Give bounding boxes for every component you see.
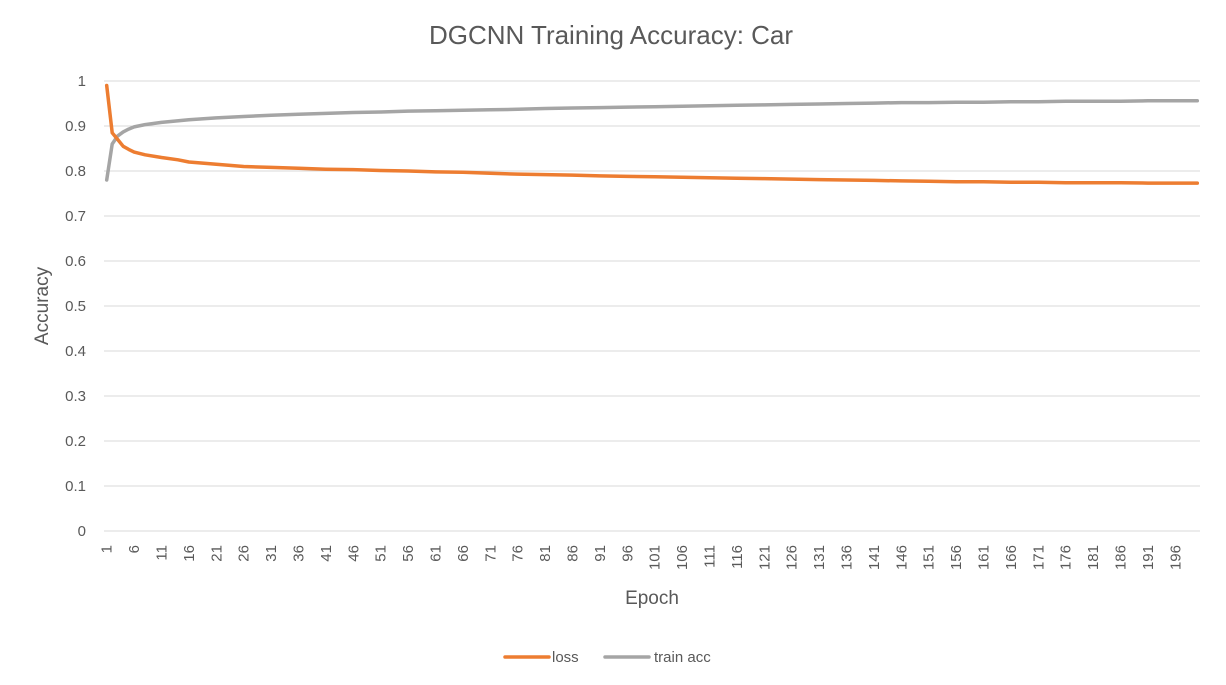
x-tick-label: 136: [839, 545, 856, 570]
y-tick-label: 0: [78, 523, 86, 540]
x-tick-label: 6: [126, 545, 143, 553]
y-tick-label: 0.3: [65, 388, 86, 405]
legend-label-train-acc: train acc: [654, 649, 711, 666]
x-tick-label: 86: [565, 545, 582, 562]
x-tick-label: 46: [345, 545, 362, 562]
x-tick-label: 141: [866, 545, 883, 570]
x-tick-label: 16: [181, 545, 198, 562]
y-tick-label: 0.1: [65, 478, 86, 495]
y-tick-label: 0.8: [65, 163, 86, 180]
x-tick-label: 11: [154, 545, 171, 561]
x-tick-label: 181: [1085, 545, 1102, 570]
x-tick-label: 36: [291, 545, 308, 562]
series-line-loss: [104, 83, 1200, 185]
x-tick-label: 126: [784, 545, 801, 570]
y-axis-ticks: 0 0.1 0.2 0.3 0.4 0.5 0.6 0.7 0.8 0.9 1: [65, 73, 86, 540]
x-tick-label: 81: [537, 545, 554, 562]
x-tick-label: 66: [455, 545, 472, 562]
legend: loss train acc: [503, 649, 711, 666]
legend-label-loss: loss: [552, 649, 579, 666]
x-tick-label: 161: [976, 545, 993, 570]
x-tick-label: 101: [647, 545, 664, 570]
chart-title: DGCNN Training Accuracy: Car: [429, 20, 793, 50]
x-tick-label: 111: [702, 545, 719, 568]
x-tick-label: 61: [428, 545, 445, 562]
x-tick-label: 76: [510, 545, 527, 562]
x-tick-label: 176: [1058, 545, 1075, 570]
x-tick-label: 151: [921, 545, 938, 570]
y-tick-label: 1: [78, 73, 86, 90]
x-axis-label: Epoch: [625, 588, 679, 609]
series-line-train-acc: [104, 99, 1200, 182]
x-tick-label: 91: [592, 545, 609, 562]
x-tick-label: 131: [811, 545, 828, 570]
x-tick-label: 106: [674, 545, 691, 570]
x-tick-label: 96: [619, 545, 636, 562]
x-tick-label: 121: [756, 545, 773, 570]
y-tick-label: 0.6: [65, 253, 86, 270]
x-tick-label: 116: [729, 545, 746, 569]
x-tick-label: 171: [1030, 545, 1047, 570]
x-tick-label: 56: [400, 545, 417, 562]
x-tick-label: 146: [893, 545, 910, 570]
x-tick-label: 71: [482, 545, 499, 562]
plot-area: [104, 83, 1200, 185]
x-tick-label: 196: [1167, 545, 1184, 570]
x-tick-label: 21: [208, 545, 225, 562]
y-tick-label: 0.2: [65, 433, 86, 450]
x-tick-label: 41: [318, 545, 335, 562]
x-tick-label: 156: [948, 545, 965, 570]
x-axis-ticks: 1 6 11 16 21 26 31 36 41 46 51 56 61 66 71 76 81 86 91 96 10…: [99, 545, 1185, 570]
x-tick-label: 166: [1003, 545, 1020, 570]
y-axis-label: Accuracy: [32, 266, 53, 345]
y-tick-label: 0.5: [65, 298, 86, 315]
x-tick-label: 1: [99, 545, 116, 553]
x-tick-label: 186: [1113, 545, 1130, 570]
y-tick-label: 0.7: [65, 208, 86, 225]
y-tick-label: 0.9: [65, 118, 86, 135]
x-tick-label: 191: [1140, 545, 1157, 570]
y-tick-label: 0.4: [65, 343, 86, 360]
gridlines: [104, 80, 1200, 532]
x-tick-label: 51: [373, 545, 390, 562]
x-tick-label: 26: [236, 545, 253, 562]
x-tick-label: 31: [263, 545, 280, 562]
